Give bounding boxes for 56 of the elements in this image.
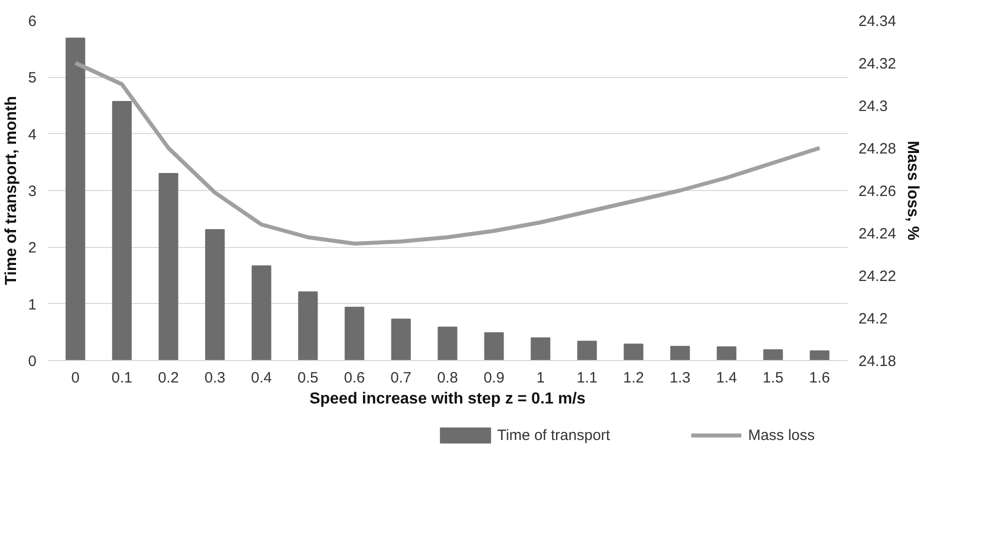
x-tick-label: 1.2 [623, 370, 644, 386]
x-tick-label: 0 [71, 370, 80, 386]
bar [66, 38, 86, 360]
x-tick-label: 0.2 [158, 370, 179, 386]
x-tick-label: 1.5 [762, 370, 784, 386]
y-tick-label: 4 [28, 126, 36, 144]
y2-tick-label: 24.34 [858, 13, 896, 30]
line-series [73, 61, 822, 246]
bar [810, 350, 830, 360]
bar [530, 337, 550, 360]
x-axis-title: Speed increase with step z = 0.1 m/s [309, 390, 586, 408]
y-tick-label: 1 [28, 296, 36, 314]
y2-tick-label: 24.18 [858, 353, 896, 370]
x-tick-label: 0.1 [111, 370, 132, 386]
bar [252, 265, 272, 360]
y2-axis-title: Mass loss, % [904, 140, 922, 240]
y2-tick-label: 24.28 [858, 140, 896, 158]
bar [205, 229, 225, 360]
y2-tick-label: 24.24 [858, 226, 896, 242]
y2-tick-label: 24.3 [858, 98, 888, 115]
y-tick-label: 3 [28, 183, 36, 200]
x-tick-label: 0.3 [204, 370, 226, 386]
y-tick-label: 5 [28, 70, 36, 87]
bar [763, 349, 783, 360]
x-tick-label: 0.6 [344, 370, 365, 386]
x-tick-label: 1.1 [576, 370, 598, 386]
x-tick-label: 0.9 [484, 370, 504, 386]
bar [670, 346, 690, 360]
x-tick-label: 0.4 [251, 370, 272, 386]
bar [298, 291, 318, 360]
x-tick-label: 1.4 [716, 370, 738, 386]
bar [577, 340, 597, 360]
y2-tick-label: 24.2 [858, 310, 888, 328]
bar [391, 318, 411, 360]
legend-label: Time of transport [497, 427, 611, 444]
bar [344, 306, 364, 360]
y2-tick-label: 24.22 [858, 268, 896, 285]
y-tick-label: 6 [28, 13, 36, 30]
bar [716, 346, 736, 360]
x-tick-label: 1 [536, 370, 545, 386]
bar [484, 332, 504, 360]
bar [624, 344, 644, 360]
y-tick-label: 0 [28, 353, 36, 370]
x-tick-label: 0.5 [298, 370, 318, 386]
y2-tick-label: 24.26 [858, 183, 896, 200]
x-tick-label: 0.8 [437, 370, 458, 386]
x-tick-label: 1.6 [809, 370, 830, 386]
bar [438, 326, 458, 360]
y2-tick-label: 24.32 [858, 56, 896, 72]
y-axis-title: Time of transport, month [3, 96, 20, 286]
y-tick-label: 2 [28, 240, 36, 257]
bar [112, 101, 132, 360]
bar [158, 173, 178, 360]
x-tick-label: 1.3 [670, 370, 690, 386]
x-tick-label: 0.7 [390, 370, 412, 386]
legend-label: Mass loss [748, 427, 815, 444]
